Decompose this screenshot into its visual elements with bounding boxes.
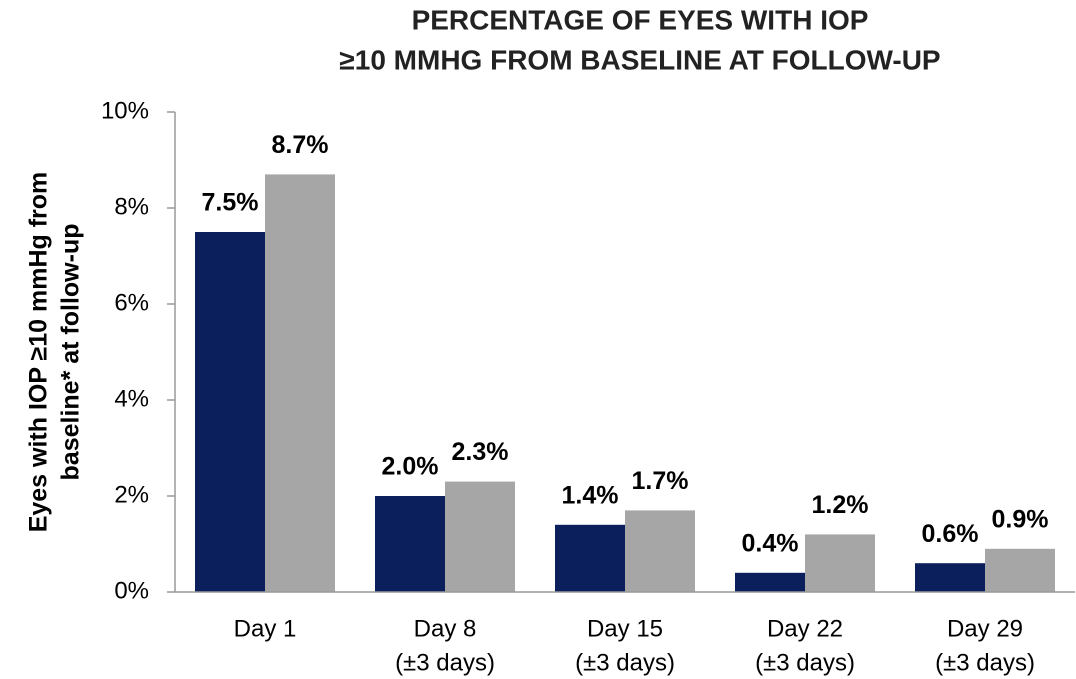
y-axis-title-line: baseline* at follow-up xyxy=(57,224,85,481)
bar xyxy=(625,510,695,592)
x-tick-label: Day 1 xyxy=(234,615,297,642)
x-tick-label: Day 8 xyxy=(414,615,477,642)
data-label: 0.9% xyxy=(992,505,1049,533)
y-axis-title: Eyes with IOP ≥10 mmHg from baseline* at… xyxy=(25,172,85,533)
bar xyxy=(265,174,335,592)
data-label: 8.7% xyxy=(272,131,329,159)
x-tick-label: (±3 days) xyxy=(755,649,855,676)
data-label: 0.4% xyxy=(742,529,799,557)
bar xyxy=(555,524,625,592)
data-label: 2.3% xyxy=(452,438,509,466)
chart-title: PERCENTAGE OF EYES WITH IOP xyxy=(412,4,869,35)
x-tick-label: Day 29 xyxy=(947,615,1023,642)
x-tick-label: (±3 days) xyxy=(575,649,675,676)
y-tick-label: 6% xyxy=(114,289,149,316)
chart-title: ≥10 MMHG FROM BASELINE AT FOLLOW-UP xyxy=(339,44,940,75)
bar xyxy=(735,572,805,592)
data-label: 0.6% xyxy=(922,520,979,548)
data-label: 1.4% xyxy=(562,481,619,509)
bar xyxy=(915,563,985,592)
bar xyxy=(805,534,875,592)
y-axis-title-line: Eyes with IOP ≥10 mmHg from xyxy=(25,172,53,533)
data-label: 7.5% xyxy=(202,189,259,217)
bar xyxy=(985,548,1055,592)
x-tick-label: Day 22 xyxy=(767,615,843,642)
y-tick-label: 4% xyxy=(114,385,149,412)
bar xyxy=(375,496,445,592)
x-tick-label: (±3 days) xyxy=(935,649,1035,676)
data-label: 2.0% xyxy=(382,453,439,481)
bar xyxy=(445,481,515,592)
data-label: 1.7% xyxy=(632,467,689,495)
bar xyxy=(195,232,265,592)
data-label: 1.2% xyxy=(812,491,869,519)
y-tick-label: 2% xyxy=(114,481,149,508)
x-tick-label: (±3 days) xyxy=(395,649,495,676)
y-tick-label: 10% xyxy=(101,97,149,124)
y-tick-label: 8% xyxy=(114,193,149,220)
x-tick-label: Day 15 xyxy=(587,615,663,642)
y-tick-label: 0% xyxy=(114,577,149,604)
